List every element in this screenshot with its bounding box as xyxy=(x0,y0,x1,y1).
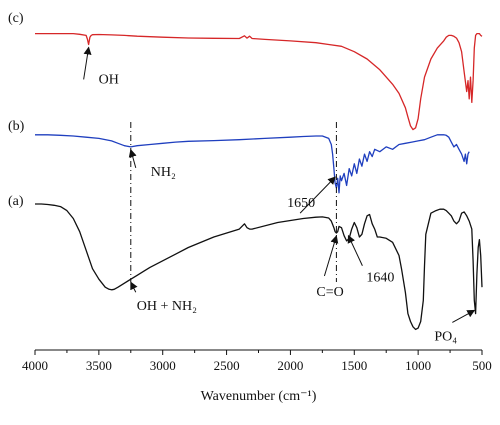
series-line-a xyxy=(35,203,483,331)
annotation-arrow xyxy=(299,176,336,214)
x-tick-label: 2000 xyxy=(277,358,303,373)
x-tick-label: 1000 xyxy=(405,358,431,373)
x-axis-title: Wavenumber (cm⁻¹) xyxy=(201,389,317,404)
annotation-arrow xyxy=(83,46,92,80)
annotation-label: 1650 xyxy=(287,196,315,211)
x-tick-label: 500 xyxy=(472,358,492,373)
annotation-label: C=O xyxy=(316,285,343,300)
panel-label: (b) xyxy=(8,119,25,134)
x-tick-label: 2500 xyxy=(214,358,240,373)
panel-label: (a) xyxy=(8,194,24,209)
annotation-arrow xyxy=(130,281,138,293)
annotation-arrow xyxy=(323,235,339,277)
panel-label: (c) xyxy=(8,11,24,26)
annotation-arrow xyxy=(347,234,363,266)
annotation-label: 1640 xyxy=(366,271,394,286)
series-line-b xyxy=(35,134,470,194)
annotation-label: OH + NH₂ xyxy=(137,299,197,314)
x-tick-label: 1500 xyxy=(341,358,367,373)
x-tick-label: 4000 xyxy=(22,358,48,373)
x-tick-label: 3500 xyxy=(86,358,112,373)
series-line-c xyxy=(35,32,483,131)
annotation-label: NH₂ xyxy=(151,165,176,180)
annotation-arrow xyxy=(128,148,137,169)
annotation-arrow xyxy=(452,309,476,323)
annotation-label: PO₄ xyxy=(434,329,457,344)
x-tick-label: 3000 xyxy=(150,358,176,373)
annotation-label: OH xyxy=(99,72,119,87)
